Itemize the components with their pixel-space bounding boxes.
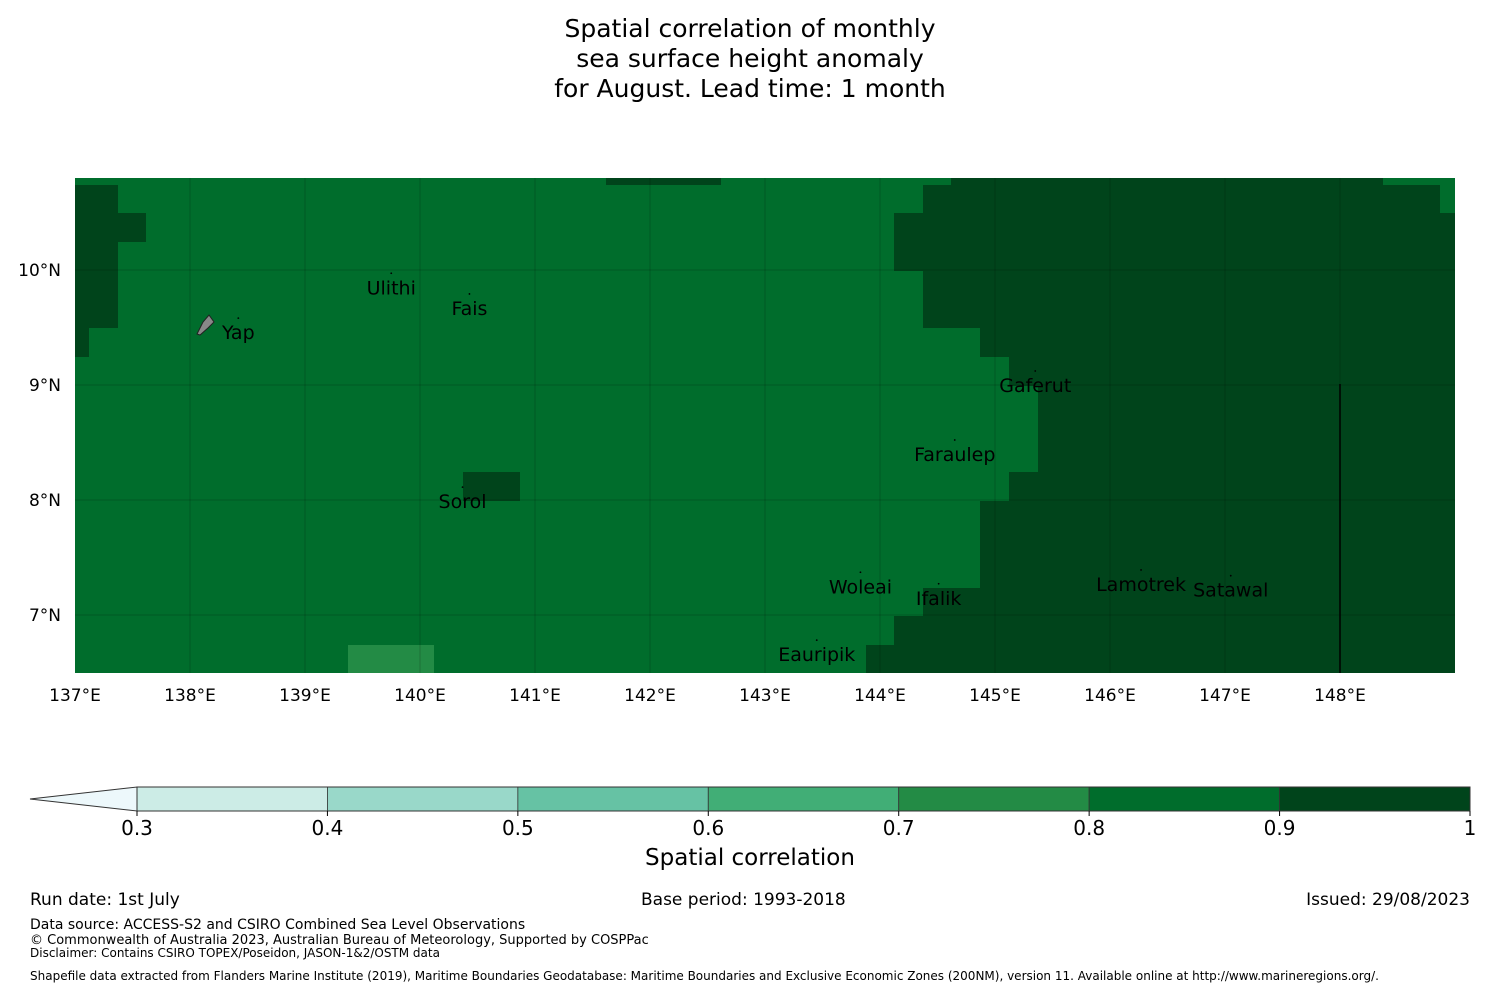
atoll-marker — [1034, 370, 1037, 372]
x-tick-label: 142°E — [624, 686, 676, 706]
copyright: © Commonwealth of Australia 2023, Austra… — [30, 933, 649, 948]
field-high-correlation — [866, 178, 1455, 673]
colorbar-segment — [1279, 786, 1471, 812]
disclaimer: Disclaimer: Contains CSIRO TOPEX/Poseido… — [30, 946, 440, 960]
atoll-marker — [815, 639, 818, 641]
atoll-marker — [859, 571, 862, 574]
x-tick-label: 146°E — [1084, 686, 1136, 706]
x-tick-label: 147°E — [1199, 686, 1251, 706]
place-label: Eauripik — [778, 644, 855, 666]
issued-date: Issued: 29/08/2023 — [1306, 890, 1470, 910]
x-tick-label: 141°E — [509, 686, 561, 706]
place-label: Fais — [451, 298, 487, 320]
colorbar-tick-label: 0.5 — [502, 816, 534, 840]
x-tick-label: 139°E — [279, 686, 331, 706]
place-label: Sorol — [439, 491, 487, 513]
atoll-marker — [953, 439, 956, 441]
colorbar-segment — [1088, 786, 1280, 812]
y-tick-label: 7°N — [29, 606, 61, 626]
field-high-north — [606, 178, 721, 185]
title-line-3: for August. Lead time: 1 month — [554, 74, 946, 103]
base-period: Base period: 1993-2018 — [641, 890, 846, 910]
colorbar-segment — [707, 786, 900, 812]
colorbar-tick-label: 0.3 — [121, 816, 153, 840]
place-label: Gaferut — [999, 375, 1071, 397]
colorbar-label: Spatial correlation — [645, 845, 855, 871]
map-axes: 137°E 138°E 139°E 140°E 141°E 142°E 143°E 144°E… — [18, 261, 1366, 706]
run-date: Run date: 1st July — [30, 890, 180, 910]
colorbar-segment — [136, 786, 328, 812]
colorbar-segment — [327, 786, 519, 812]
colorbar-tick-label: 0.8 — [1073, 816, 1105, 840]
colorbar-tick-label: 1 — [1464, 816, 1477, 840]
x-tick-label: 143°E — [739, 686, 791, 706]
place-labels: Ulithi Fais Yap Gaferut Faraulep Sorol Woleai I… — [221, 272, 1268, 666]
data-source: Data source: ACCESS-S2 and CSIRO Combine… — [30, 917, 526, 933]
place-label: Yap — [221, 322, 255, 344]
atoll-marker — [1229, 574, 1232, 577]
field-high-west — [75, 185, 146, 357]
atoll-marker — [390, 272, 393, 275]
field-high-sorol — [463, 472, 520, 501]
shapefile-credit: Shapefile data extracted from Flanders M… — [30, 969, 1379, 983]
atoll-marker — [461, 486, 464, 489]
colorbar-frame — [136, 786, 1471, 812]
place-label: Lamotrek — [1096, 574, 1186, 596]
field-lower-south — [348, 645, 434, 673]
atoll-marker — [1140, 569, 1142, 571]
colorbar-tick-label: 0.4 — [312, 816, 344, 840]
place-label: Satawal — [1193, 580, 1268, 602]
map-panel — [75, 178, 1455, 673]
x-tick-label: 140°E — [394, 686, 446, 706]
colorbar: 0.3 0.4 0.5 0.6 0.7 0.8 0.9 1 — [29, 786, 1477, 840]
title-line-1: Spatial correlation of monthly — [564, 14, 936, 43]
atoll-marker — [468, 293, 471, 295]
colorbar-tick-label: 0.6 — [692, 816, 724, 840]
x-tick-label: 138°E — [164, 686, 216, 706]
colorbar-tick-label: 0.9 — [1264, 816, 1296, 840]
place-label: Faraulep — [914, 444, 995, 466]
field-corner-ne — [1440, 178, 1455, 213]
y-tick-label: 8°N — [29, 491, 61, 511]
atoll-marker — [237, 317, 240, 319]
place-label: Ulithi — [367, 277, 416, 299]
atoll-marker — [937, 582, 940, 585]
x-tick-label: 145°E — [969, 686, 1021, 706]
chart-title: Spatial correlation of monthly sea surfa… — [0, 14, 1500, 104]
title-line-2: sea surface height anomaly — [576, 44, 924, 73]
yap-island — [196, 314, 215, 336]
place-label: Woleai — [829, 576, 892, 598]
x-tick-label: 144°E — [854, 686, 906, 706]
colorbar-extend-arrow — [29, 786, 138, 812]
colorbar-segment — [517, 786, 709, 812]
x-tick-label: 148°E — [1314, 686, 1366, 706]
y-tick-label: 10°N — [18, 261, 61, 281]
place-label: Ifalik — [916, 588, 962, 610]
colorbar-tick-label: 0.7 — [883, 816, 915, 840]
y-tick-label: 9°N — [29, 376, 61, 396]
x-tick-label: 137°E — [49, 686, 101, 706]
colorbar-segment — [898, 786, 1090, 812]
